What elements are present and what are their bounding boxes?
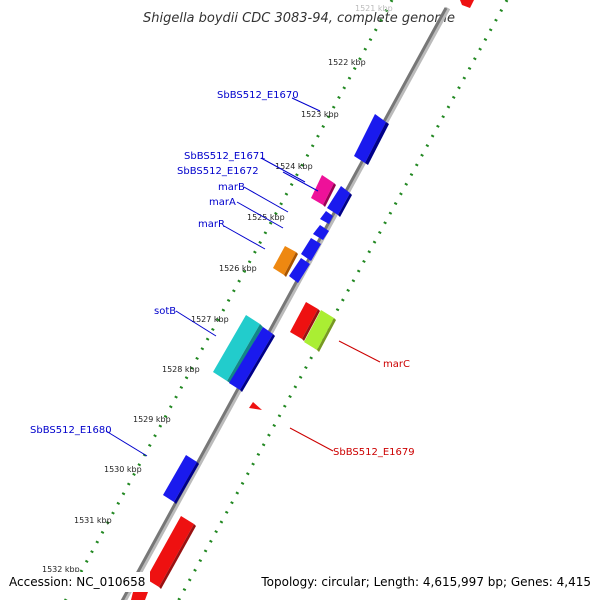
- accession-text: Accession: NC_010658: [9, 575, 145, 589]
- inner-tick-track: [64, 0, 394, 600]
- gene-blue-1528[interactable]: [229, 327, 273, 390]
- label-marc[interactable]: marC: [383, 359, 410, 370]
- gene-marb[interactable]: [320, 211, 333, 224]
- label-sotb[interactable]: sotB: [154, 306, 176, 317]
- ruler-label: 1522 kbp: [328, 58, 366, 67]
- ruler-label: 1529 kbp: [133, 415, 171, 424]
- summary-text: Topology: circular; Length: 4,615,997 bp…: [260, 575, 591, 589]
- gene-top-partial[interactable]: [460, 0, 474, 8]
- gene-mara[interactable]: [313, 225, 329, 240]
- ruler-labels: 1521 kbp 1522 kbp 1523 kbp 1524 kbp 1525…: [42, 4, 393, 574]
- gene-sbbs512-e1670[interactable]: [354, 114, 386, 163]
- label-sbbs512-e1670[interactable]: SbBS512_E1670: [217, 90, 299, 101]
- gene-sbbs512-e1680[interactable]: [163, 455, 197, 502]
- ruler-label: 1530 kbp: [104, 465, 142, 474]
- gene-sbbs512-e1671[interactable]: [311, 175, 334, 205]
- ruler-label: 1524 kbp: [275, 162, 313, 171]
- label-marb[interactable]: marB: [218, 182, 245, 193]
- ruler-label: 1532 kbp: [42, 565, 80, 574]
- gene-orange[interactable]: [273, 246, 296, 275]
- gene-marr[interactable]: [301, 238, 321, 261]
- gene-sotb[interactable]: [213, 315, 260, 381]
- label-marr[interactable]: marR: [198, 219, 225, 230]
- ruler-label: 1521 kbp: [355, 4, 393, 13]
- gene-blue-1526[interactable]: [289, 258, 310, 283]
- genome-backbone: [120, 6, 451, 600]
- gene-marc[interactable]: [304, 310, 334, 350]
- gene-red-outer[interactable]: [290, 302, 318, 339]
- label-sbbs512-e1679[interactable]: SbBS512_E1679: [333, 447, 415, 458]
- map-title: Shigella boydii CDC 3083-94, complete ge…: [143, 11, 455, 26]
- label-connectors: [105, 97, 381, 457]
- gene-red-bottom-partial[interactable]: [131, 592, 148, 600]
- gene-sbbs512-e1672[interactable]: [327, 186, 350, 215]
- gene-labels: SbBS512_E1670 SbBS512_E1671 SbBS512_E167…: [30, 90, 415, 458]
- gene-red-bottom[interactable]: [146, 516, 194, 587]
- gene-sbbs512-e1679[interactable]: [249, 402, 262, 410]
- label-mara[interactable]: marA: [209, 197, 236, 208]
- label-sbbs512-e1672[interactable]: SbBS512_E1672: [177, 166, 259, 177]
- ruler-label: 1528 kbp: [162, 365, 200, 374]
- ruler-label: 1531 kbp: [74, 516, 112, 525]
- accession-backdrop: [0, 572, 150, 592]
- label-sbbs512-e1680[interactable]: SbBS512_E1680: [30, 425, 112, 436]
- ruler-label: 1526 kbp: [219, 264, 257, 273]
- gene-features: [131, 0, 474, 600]
- ruler-label: 1527 kbp: [191, 315, 229, 324]
- ruler-label: 1525 kbp: [247, 213, 285, 222]
- label-sbbs512-e1671[interactable]: SbBS512_E1671: [184, 151, 266, 162]
- ruler-label: 1523 kbp: [301, 110, 339, 119]
